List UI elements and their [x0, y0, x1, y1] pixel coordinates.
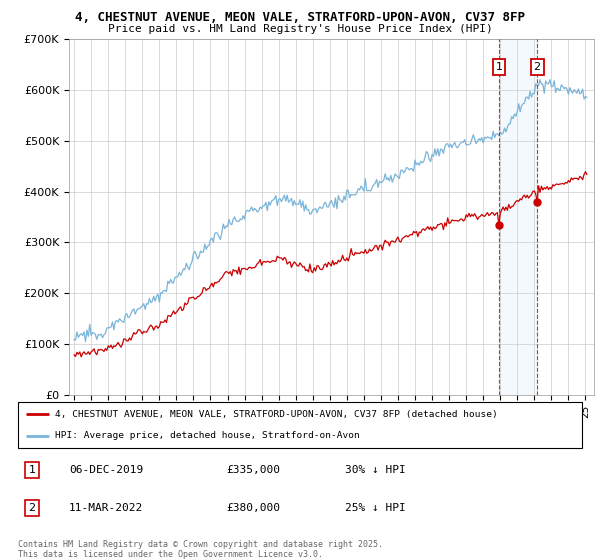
- Text: 11-MAR-2022: 11-MAR-2022: [69, 503, 143, 513]
- Text: 2: 2: [29, 503, 35, 513]
- Text: HPI: Average price, detached house, Stratford-on-Avon: HPI: Average price, detached house, Stra…: [55, 431, 359, 440]
- Text: £335,000: £335,000: [227, 465, 281, 475]
- Text: 4, CHESTNUT AVENUE, MEON VALE, STRATFORD-UPON-AVON, CV37 8FP: 4, CHESTNUT AVENUE, MEON VALE, STRATFORD…: [75, 11, 525, 24]
- Text: 1: 1: [496, 62, 502, 72]
- Text: 4, CHESTNUT AVENUE, MEON VALE, STRATFORD-UPON-AVON, CV37 8FP (detached house): 4, CHESTNUT AVENUE, MEON VALE, STRATFORD…: [55, 410, 497, 419]
- Text: 06-DEC-2019: 06-DEC-2019: [69, 465, 143, 475]
- Text: Price paid vs. HM Land Registry's House Price Index (HPI): Price paid vs. HM Land Registry's House …: [107, 24, 493, 34]
- Text: Contains HM Land Registry data © Crown copyright and database right 2025.
This d: Contains HM Land Registry data © Crown c…: [18, 540, 383, 559]
- Text: 25% ↓ HPI: 25% ↓ HPI: [345, 503, 406, 513]
- Text: £380,000: £380,000: [227, 503, 281, 513]
- FancyBboxPatch shape: [18, 402, 582, 448]
- Text: 30% ↓ HPI: 30% ↓ HPI: [345, 465, 406, 475]
- Bar: [499, 39, 537, 395]
- Text: 1: 1: [29, 465, 35, 475]
- Text: 2: 2: [533, 62, 541, 72]
